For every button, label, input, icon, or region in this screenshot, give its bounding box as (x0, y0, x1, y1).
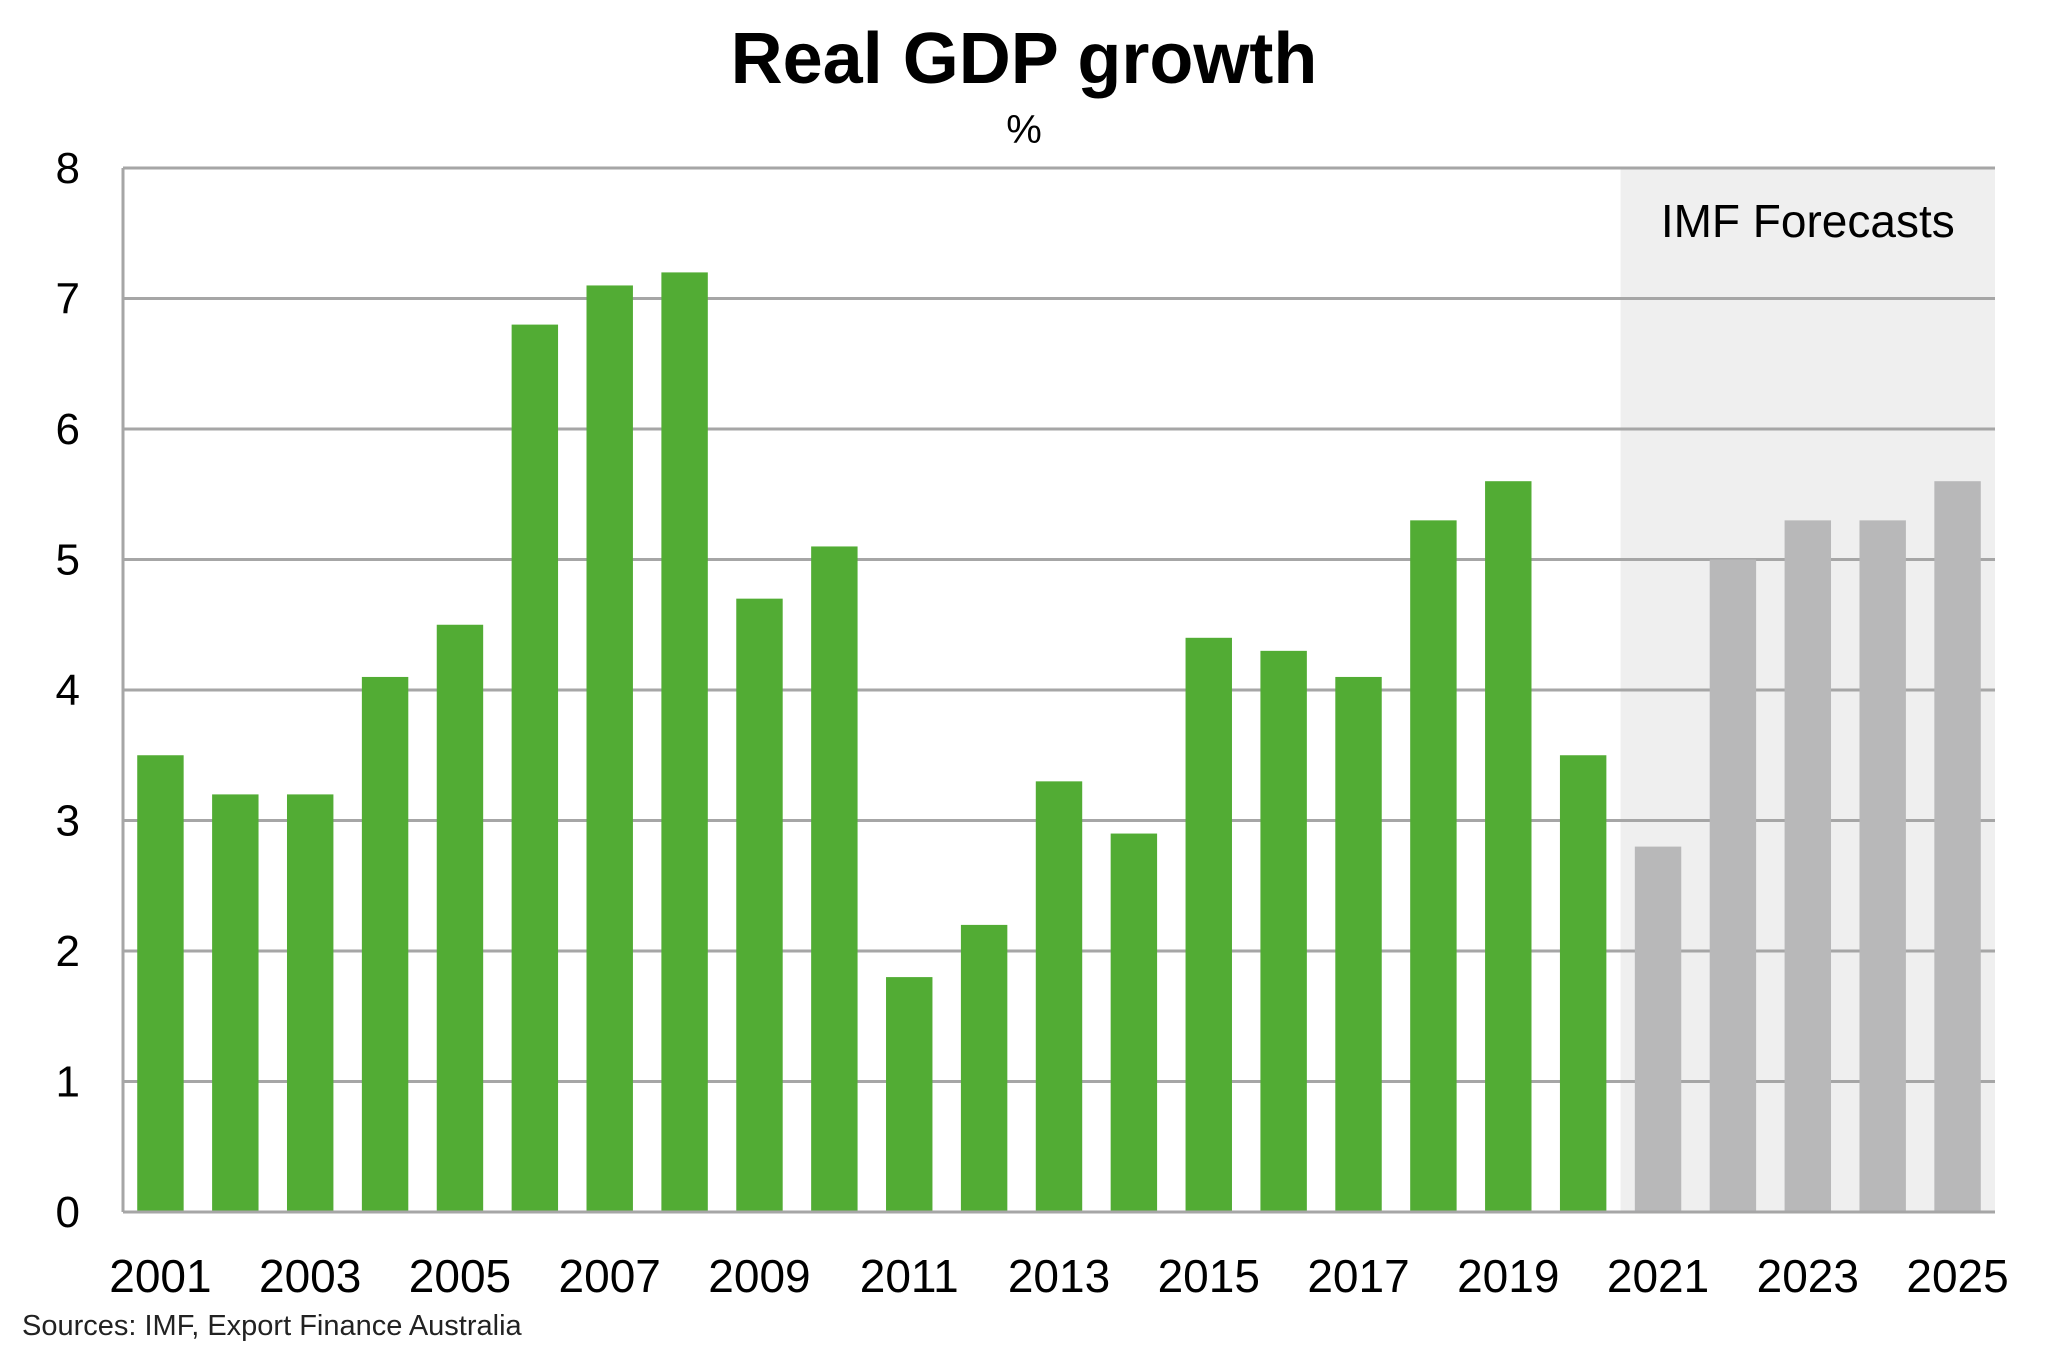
y-tick-label: 3 (56, 797, 80, 846)
y-tick-label: 4 (56, 666, 80, 715)
forecast-bar (1934, 481, 1981, 1212)
y-tick-label: 2 (56, 927, 80, 976)
actual-bar (736, 598, 783, 1212)
y-tick-labels: 0 1 2 3 4 5 6 7 8 (56, 144, 80, 1237)
x-tick-label: 2001 (109, 1250, 211, 1302)
y-tick-label: 1 (56, 1058, 80, 1107)
x-tick-label: 2017 (1307, 1250, 1409, 1302)
y-tick-label: 8 (56, 144, 80, 193)
forecast-bar (1709, 559, 1757, 1212)
bars (137, 272, 1981, 1213)
actual-bar (361, 676, 409, 1212)
actual-bar (137, 755, 184, 1212)
forecast-bar (1859, 520, 1906, 1212)
x-tick-labels: 2001 2003 2005 2007 2009 2011 2013 2015 2017 2019… (109, 1250, 2008, 1302)
actual-bar (1185, 637, 1232, 1212)
source-note: Sources: IMF, Export Finance Australia (22, 1310, 522, 1342)
x-tick-label: 2003 (259, 1250, 361, 1302)
forecast-bar (1784, 520, 1832, 1212)
actual-bar (811, 546, 858, 1212)
y-tick-label: 7 (56, 275, 80, 324)
x-tick-label: 2019 (1457, 1250, 1559, 1302)
forecast-annotation: IMF Forecasts (1661, 195, 1955, 247)
x-tick-label: 2025 (1906, 1250, 2008, 1302)
actual-bar (286, 794, 334, 1212)
x-tick-label: 2023 (1757, 1250, 1859, 1302)
chart-title: Real GDP growth (730, 19, 1318, 99)
actual-bar (511, 324, 559, 1213)
actual-bar (1335, 676, 1382, 1212)
actual-bar (1559, 755, 1607, 1212)
x-tick-label: 2013 (1008, 1250, 1110, 1302)
actual-bar (960, 924, 1008, 1212)
actual-bar (1260, 650, 1307, 1212)
actual-bar (436, 624, 484, 1212)
x-tick-label: 2007 (559, 1250, 661, 1302)
actual-bar (886, 977, 933, 1212)
x-tick-label: 2005 (409, 1250, 511, 1302)
actual-bar (1110, 833, 1158, 1212)
actual-bar (661, 272, 708, 1212)
y-tick-label: 6 (56, 405, 80, 454)
actual-bar (1485, 481, 1532, 1212)
y-tick-label: 5 (56, 536, 80, 585)
x-tick-label: 2015 (1158, 1250, 1260, 1302)
y-tick-label: 0 (56, 1188, 80, 1237)
x-tick-label: 2011 (860, 1250, 959, 1302)
actual-bar (1035, 781, 1083, 1212)
actual-bar (212, 794, 259, 1212)
forecast-bar (1634, 846, 1682, 1212)
x-tick-label: 2009 (708, 1250, 810, 1302)
gridlines (123, 166, 1995, 1083)
chart-unit: % (1006, 108, 1042, 152)
actual-bar (1410, 520, 1457, 1212)
x-tick-label: 2021 (1607, 1250, 1709, 1302)
actual-bar (586, 285, 633, 1212)
